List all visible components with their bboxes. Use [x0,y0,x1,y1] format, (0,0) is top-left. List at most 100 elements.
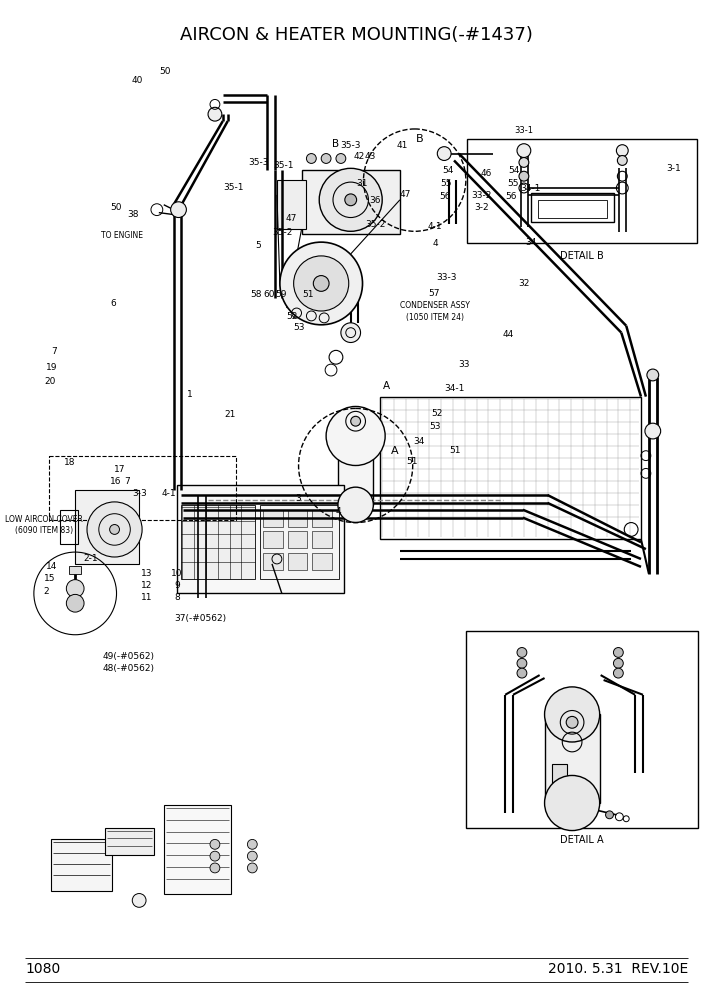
Text: 7: 7 [51,347,57,356]
Circle shape [326,407,385,465]
Text: 34-1: 34-1 [520,185,541,193]
Text: B: B [331,139,339,149]
Text: A: A [391,445,399,455]
Bar [277,181,307,229]
Circle shape [545,686,600,742]
Text: 13: 13 [141,568,152,577]
Text: 40: 40 [132,75,143,84]
Circle shape [617,156,627,166]
Bar [538,199,607,217]
Bar [288,532,307,549]
Circle shape [517,669,526,679]
Text: 50: 50 [159,66,171,75]
Text: 1: 1 [187,390,193,399]
Text: 47: 47 [399,190,411,199]
Text: 47: 47 [286,214,298,223]
Text: 54: 54 [442,167,453,176]
Text: 51: 51 [303,291,314,300]
Text: 21: 21 [225,411,236,420]
Circle shape [338,487,373,523]
Circle shape [67,579,84,597]
Circle shape [210,851,220,861]
Text: (1050 ITEM 24): (1050 ITEM 24) [406,312,464,321]
Text: 34: 34 [525,238,536,247]
Text: 53: 53 [430,423,441,432]
Circle shape [87,502,142,557]
Bar [164,805,231,894]
Text: 35-3: 35-3 [340,141,361,150]
Text: A: A [383,381,390,391]
Circle shape [645,424,661,438]
Bar [545,714,600,803]
Circle shape [247,839,257,849]
Text: (6090 ITEM 83): (6090 ITEM 83) [15,526,74,535]
Circle shape [517,648,526,658]
Circle shape [517,659,526,669]
Text: 4: 4 [432,239,438,248]
Text: 50: 50 [110,202,122,211]
Text: 35-1: 35-1 [223,184,244,192]
Text: 52: 52 [286,311,298,320]
Circle shape [606,810,614,818]
Circle shape [519,158,529,168]
Text: 56: 56 [505,191,517,200]
Text: 60: 60 [264,291,275,300]
Text: 1080: 1080 [25,962,60,976]
Circle shape [322,154,331,164]
Text: 48(-#0562): 48(-#0562) [102,665,154,674]
Text: 7: 7 [124,477,130,486]
Text: 4: 4 [335,507,340,516]
Text: 33: 33 [458,360,470,369]
Bar [531,192,614,222]
Circle shape [351,417,361,427]
Circle shape [319,169,382,231]
Text: 31: 31 [357,180,368,188]
Circle shape [437,147,451,161]
Text: 36: 36 [369,195,380,204]
Bar [302,171,400,234]
Circle shape [210,863,220,873]
Text: 3-1: 3-1 [666,164,681,173]
Text: 55: 55 [507,180,519,188]
Text: TO ENGINE: TO ENGINE [101,231,143,240]
Text: AIRCON & HEATER MOUNTING(-#1437): AIRCON & HEATER MOUNTING(-#1437) [180,26,533,44]
Bar [48,455,236,520]
Text: 51: 51 [406,457,418,466]
Text: 16: 16 [110,477,121,486]
Text: 35-2: 35-2 [272,228,293,237]
Bar [69,565,81,573]
Bar [552,764,567,799]
Bar [338,427,373,505]
Circle shape [307,154,317,164]
Text: 52: 52 [431,409,442,418]
Circle shape [614,659,623,669]
Circle shape [345,193,357,205]
Text: 2-1: 2-1 [84,554,98,563]
Text: CONDENSER ASSY: CONDENSER ASSY [399,302,470,310]
Text: 3-2: 3-2 [475,203,489,212]
Circle shape [313,276,329,292]
Bar [263,554,283,569]
Bar [288,554,307,569]
Text: 15: 15 [44,574,55,583]
Text: 3: 3 [296,494,301,503]
Text: 58: 58 [250,291,262,300]
Bar [467,139,697,243]
Text: 43: 43 [365,152,376,161]
Text: 2: 2 [43,587,48,596]
Text: 34: 34 [413,436,425,445]
Text: 19: 19 [46,363,57,372]
Text: 4-1: 4-1 [161,489,176,498]
Text: 35-1: 35-1 [274,161,294,170]
Circle shape [67,594,84,612]
Text: 32: 32 [518,279,529,288]
Bar [260,505,339,578]
Circle shape [647,369,658,381]
Text: LOW AIRCON COVER: LOW AIRCON COVER [6,515,84,524]
Text: 12: 12 [141,581,152,590]
Text: 49(-#0562): 49(-#0562) [102,652,154,661]
Text: 14: 14 [46,561,57,570]
Text: 9: 9 [174,581,180,590]
Circle shape [616,145,628,157]
Bar [105,827,154,855]
